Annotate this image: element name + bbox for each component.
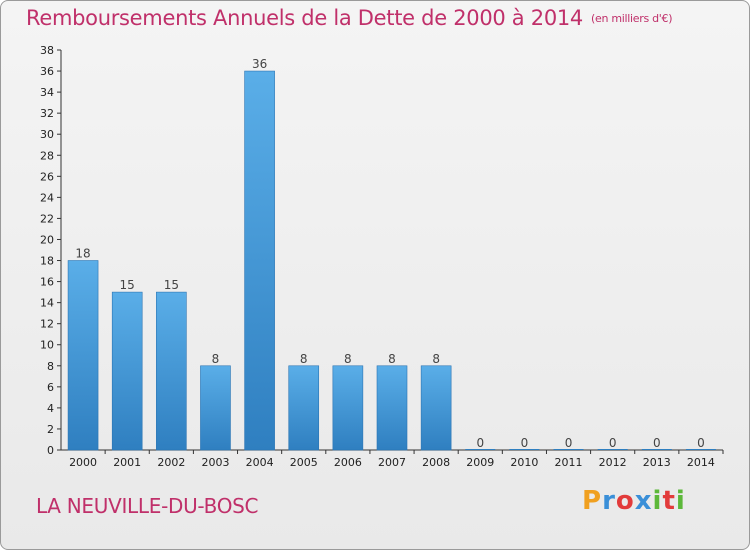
data-label: 8	[300, 352, 308, 366]
bar	[244, 70, 275, 451]
data-label: 15	[120, 278, 135, 292]
y-tick-label: 0	[47, 444, 54, 457]
bar	[200, 365, 231, 451]
x-tick-label: 2003	[201, 456, 229, 469]
x-tick-label: 2006	[334, 456, 362, 469]
x-tick-label: 2002	[157, 456, 185, 469]
y-tick-label: 16	[40, 276, 54, 289]
bar	[67, 260, 99, 451]
data-label: 8	[344, 352, 352, 366]
x-tick-label: 2012	[599, 456, 627, 469]
logo-letter: r	[602, 486, 616, 516]
data-label: 0	[609, 436, 617, 450]
data-label: 8	[212, 352, 220, 366]
logo-letter: i	[652, 486, 663, 516]
y-tick-label: 10	[40, 339, 54, 352]
data-label: 18	[75, 247, 90, 261]
logo-letter: P	[582, 486, 603, 516]
y-tick-label: 32	[40, 107, 54, 120]
y-tick-label: 36	[40, 65, 54, 78]
x-tick-label: 2007	[378, 456, 406, 469]
x-tick-label: 2004	[246, 456, 274, 469]
bar	[332, 365, 364, 451]
chart-title: Remboursements Annuels de la Dette de 20…	[26, 6, 672, 30]
data-label: 15	[164, 278, 179, 292]
x-tick-label: 2013	[643, 456, 671, 469]
logo-letter: x	[634, 486, 653, 516]
bar	[376, 365, 408, 451]
x-tick-label: 2014	[687, 456, 715, 469]
unit-subtitle: (en milliers d'€)	[591, 12, 673, 25]
bar	[288, 365, 320, 451]
y-tick-label: 30	[40, 128, 54, 141]
y-tick-label: 14	[40, 297, 54, 310]
y-tick-label: 26	[40, 170, 54, 183]
y-tick-label: 28	[40, 149, 54, 162]
logo-letter: t	[662, 486, 676, 516]
x-tick-label: 2010	[510, 456, 538, 469]
bar	[156, 291, 187, 451]
y-tick-label: 12	[40, 318, 54, 331]
y-tick-label: 38	[40, 44, 54, 57]
y-tick-label: 22	[40, 212, 54, 225]
y-tick-label: 18	[40, 255, 54, 268]
y-tick-label: 24	[40, 191, 54, 204]
title-text: Remboursements Annuels de la Dette de 20…	[26, 6, 583, 30]
y-tick-label: 2	[47, 423, 54, 436]
x-tick-label: 2001	[113, 456, 141, 469]
x-tick-label: 2009	[466, 456, 494, 469]
y-tick-label: 34	[40, 86, 54, 99]
logo-letter: o	[615, 486, 635, 516]
x-tick-label: 2005	[290, 456, 318, 469]
data-label: 0	[565, 436, 573, 450]
logo-letter: i	[675, 486, 686, 516]
x-tick-label: 2008	[422, 456, 450, 469]
data-label: 8	[432, 352, 440, 366]
y-tick-label: 20	[40, 233, 54, 246]
data-label: 0	[476, 436, 484, 450]
x-tick-label: 2011	[555, 456, 583, 469]
data-label: 8	[388, 352, 396, 366]
proxiti-logo: Proxiti	[582, 486, 686, 516]
data-label: 0	[521, 436, 529, 450]
bar	[420, 365, 452, 451]
y-tick-label: 6	[47, 381, 54, 394]
data-label: 36	[252, 57, 267, 71]
y-tick-label: 4	[47, 402, 54, 415]
x-tick-label: 2000	[69, 456, 97, 469]
commune-name: LA NEUVILLE-DU-BOSC	[36, 494, 259, 518]
data-label: 0	[653, 436, 661, 450]
bar	[111, 291, 143, 451]
y-tick-label: 8	[47, 360, 54, 373]
data-label: 0	[697, 436, 705, 450]
bars: 18 15 15 8 36 8 8 8 8 0 0 0 0 0 0	[67, 57, 716, 451]
